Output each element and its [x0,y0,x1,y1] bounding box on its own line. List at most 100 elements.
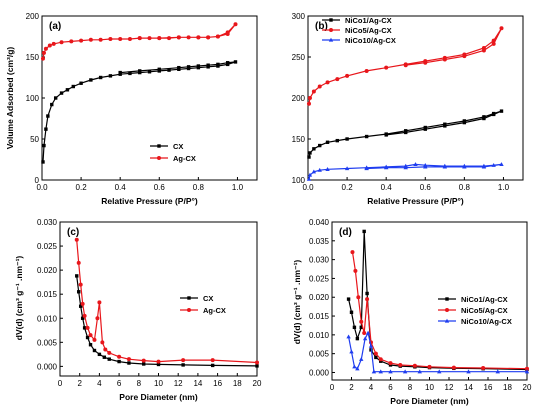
data-point [71,84,75,89]
data-point [47,43,52,48]
data-point [42,143,46,148]
data-point [352,364,357,369]
data-point [356,295,361,300]
legend-marker [329,28,333,32]
data-point [41,160,45,164]
data-point [491,112,496,117]
data-point [117,354,122,359]
legend-marker [329,18,333,22]
legend-label: Ag-CX [173,154,196,163]
data-point [368,343,374,348]
x-tick-label: 18 [503,383,512,392]
data-point [138,69,142,73]
data-point [88,37,93,42]
data-point [128,71,132,76]
data-point [255,360,259,365]
data-point [100,340,105,345]
data-point [196,64,201,68]
x-tick-label: 8 [137,379,142,388]
series-line [76,239,258,364]
data-point [65,88,70,92]
x-tick-label: 0.8 [193,183,205,192]
data-point [78,282,83,287]
data-point [499,109,504,113]
data-point [481,48,486,53]
data-point [181,358,186,363]
data-point [142,362,146,366]
legend-entry: NiCo5/Ag-CX [438,306,508,315]
x-tick-label: 0.0 [302,183,314,192]
data-point [481,164,487,169]
data-point [462,120,467,125]
y-tick-label: 0.030 [37,218,58,227]
data-point [374,355,378,360]
data-point [355,336,360,341]
chart-panel-4: 0 2 4 6 8 10 12 14 16 18 20 0.000 0.005 0.010 0.015 0.0… [292,218,532,406]
data-point [524,369,530,374]
x-tick-label: 10 [154,379,163,388]
data-point [306,101,311,106]
y-tick-label: 0.035 [309,237,330,246]
series-line [42,61,236,163]
data-point [384,133,388,137]
data-point [186,65,191,69]
data-point [373,351,378,356]
data-point [318,143,322,148]
data-point [362,229,366,234]
y-tick-label: 0.025 [309,274,330,283]
x-tick-label: 0.6 [420,183,432,192]
data-point [181,363,185,367]
x-tick-label: 1.0 [498,183,510,192]
data-point [216,62,220,67]
data-point [466,369,471,374]
legend-marker [444,318,450,323]
legend-entry: NiCo1/Ag-CX [322,16,392,25]
series-nico10-ag-cx [306,162,504,181]
series-nico5-ag-cx [306,26,504,106]
data-point [127,36,132,41]
y-axis-label: Volume Adsorbed (cm³/g) [5,47,15,150]
y-tick-label: 300 [292,12,306,21]
x-tick-label: 4 [97,379,102,388]
legend-entry: CX [150,142,183,151]
data-point [156,359,161,364]
y-tick-label: 0.025 [37,242,58,251]
data-point [43,46,48,51]
x-tick-label: 0 [330,383,335,392]
data-point [117,359,121,364]
data-point [225,61,230,65]
legend-label: NiCo1/Ag-CX [345,16,392,25]
series-ag-cx [40,22,238,61]
x-axis-label: Relative Pressure (P/P°) [367,196,464,206]
legend-marker [187,296,191,300]
y-tick-label: 100 [26,94,40,103]
data-point [311,169,317,174]
y-tick-label: 0 [35,176,40,185]
data-point [349,310,354,314]
y-tick-label: 0.000 [309,368,330,377]
data-point [325,80,330,85]
x-tick-label: 2 [349,383,354,392]
data-point [359,325,363,330]
data-point [499,26,504,31]
data-point [442,164,448,169]
data-point [335,77,340,82]
y-tick-label: 150 [292,135,306,144]
data-point [206,63,210,67]
data-point [359,319,364,324]
data-point [79,38,84,43]
data-point [482,116,486,121]
data-point [44,127,48,131]
data-point [97,300,102,305]
data-point [147,70,152,74]
x-tick-label: 12 [445,383,454,392]
legend-entry: NiCo10/Ag-CX [322,36,396,45]
series-line [351,252,528,370]
data-point [355,366,360,371]
legend-label: CX [173,142,183,151]
data-point [215,34,220,39]
data-point [404,130,408,135]
y-axis-label: dV(d) (cm³ g⁻¹ .nm⁻¹) [292,260,302,345]
x-axis-label: Pore Diameter (nm) [390,396,469,406]
